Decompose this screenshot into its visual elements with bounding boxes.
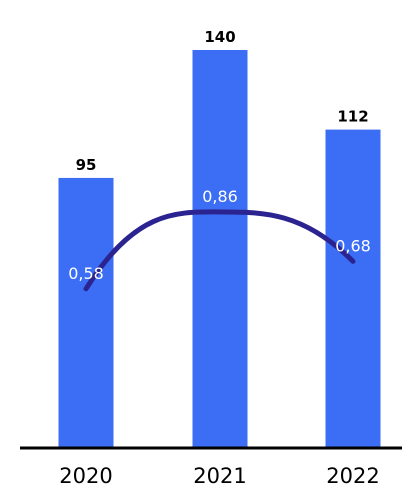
x-tick-label-2021: 2021 <box>193 464 246 488</box>
bar-2021 <box>192 50 248 448</box>
line-series <box>83 209 356 292</box>
bar-2022 <box>325 129 381 448</box>
line-value-label-2020: 0,58 <box>68 264 104 283</box>
bar-2020 <box>58 177 114 448</box>
line-value-labels: 0,58 0,86 0,68 <box>68 187 371 283</box>
x-tick-label-2022: 2022 <box>326 464 379 488</box>
bar-value-label-2021: 140 <box>204 28 235 46</box>
bar-series <box>58 50 381 448</box>
line-value-label-2021: 0,86 <box>202 187 238 206</box>
bar-value-label-2020: 95 <box>76 156 97 174</box>
x-tick-label-2020: 2020 <box>59 464 112 488</box>
bar-value-labels: 95 140 112 <box>76 28 369 174</box>
line-value-label-2022: 0,68 <box>335 236 371 255</box>
bar-value-label-2022: 112 <box>337 108 368 126</box>
x-axis-tick-labels: 2020 2021 2022 <box>59 464 379 488</box>
